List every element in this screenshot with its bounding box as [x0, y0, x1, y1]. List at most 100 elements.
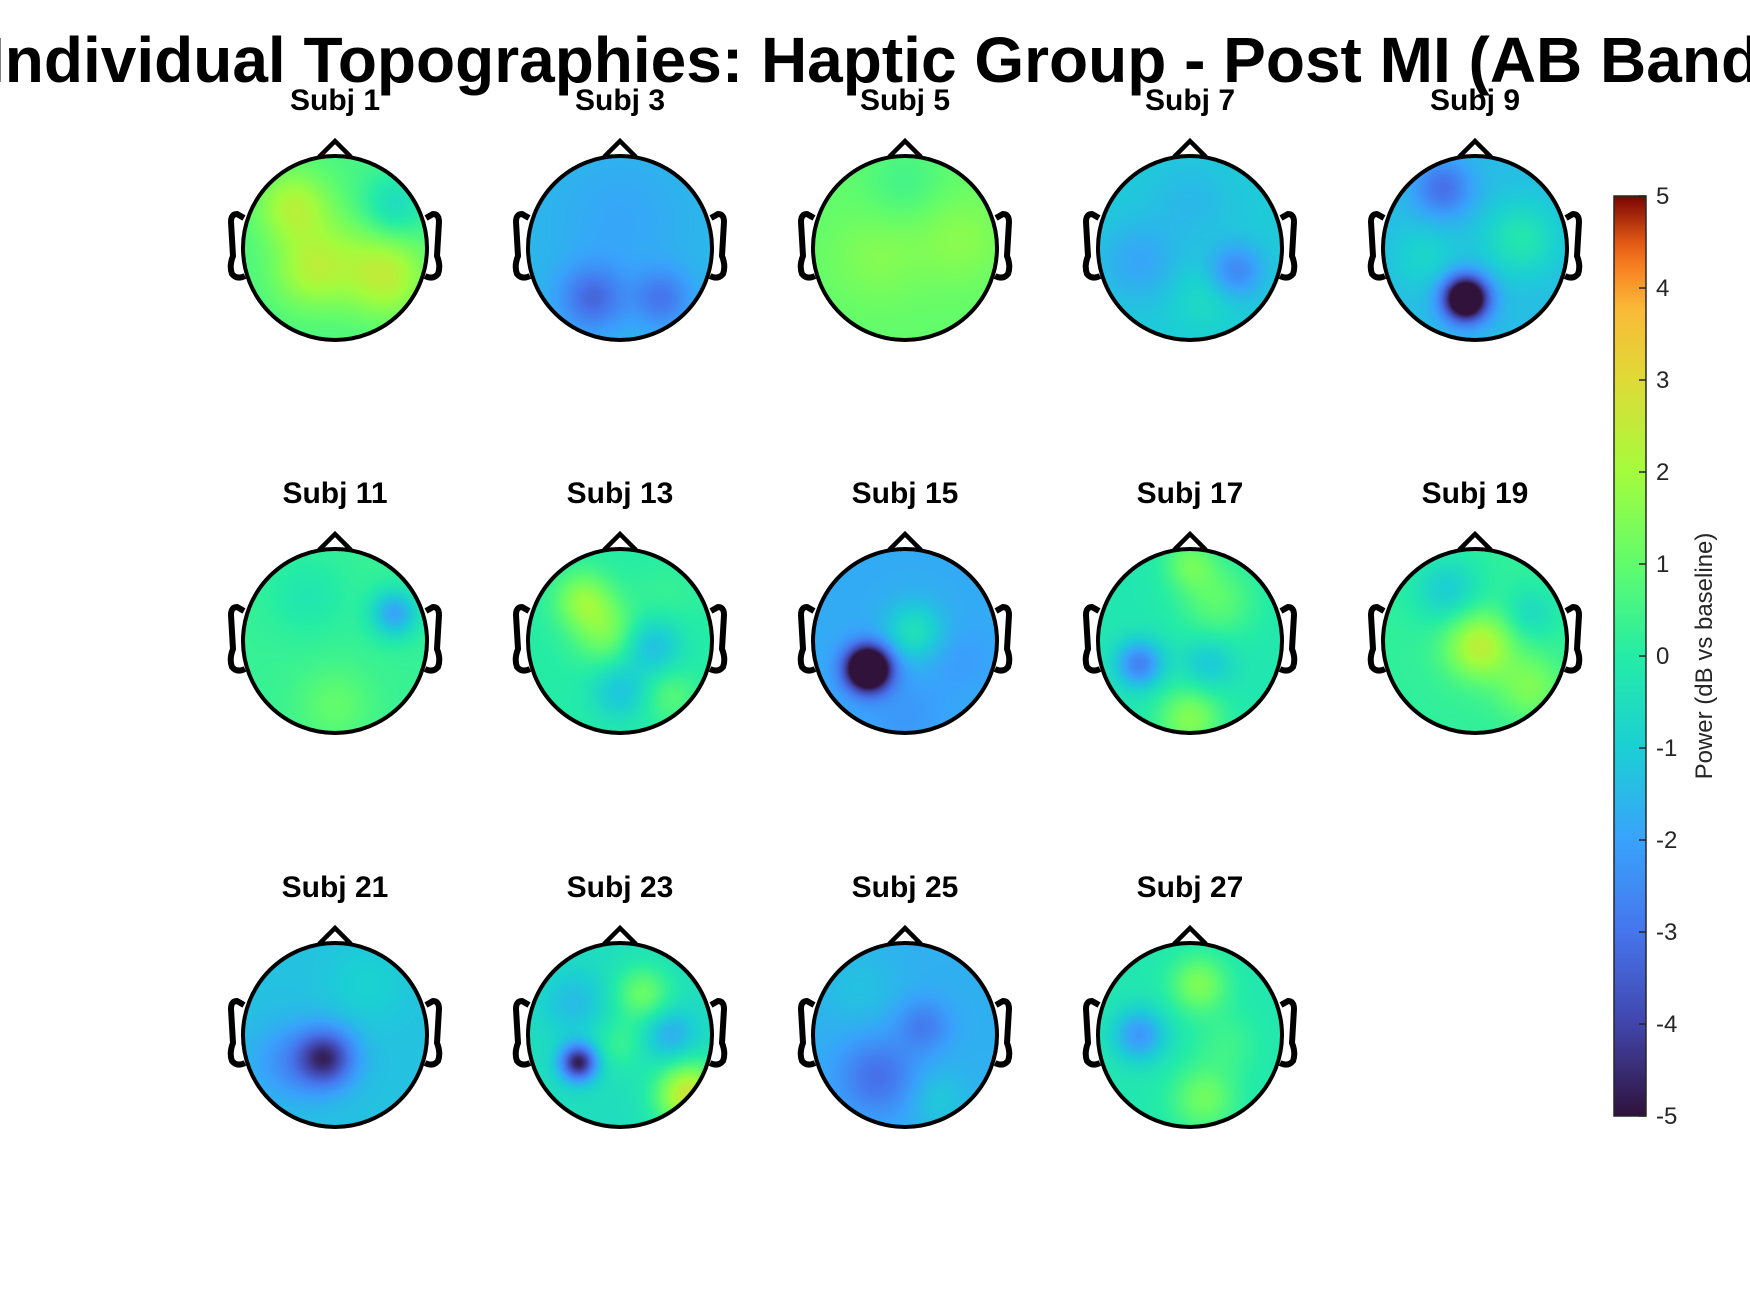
subject-title: Subj 11: [282, 477, 387, 510]
topoplot-subject: Subj 5: [797, 84, 1013, 342]
colorbar-tick-label: 2: [1656, 459, 1669, 486]
head-nose: [317, 137, 353, 159]
head-outline: [241, 941, 429, 1129]
topoplot-subject: Subj 9: [1367, 84, 1583, 342]
subject-title: Subj 17: [1137, 477, 1244, 510]
head-ear-right: [423, 211, 443, 281]
head-outline: [811, 154, 999, 342]
head-outline: [811, 941, 999, 1129]
head-outline: [241, 154, 429, 342]
head-nose: [887, 137, 923, 159]
colorbar: 5 4 3 2 1 0 -1 -2 -3 -4 -5 Power (dB vs baseline): [1613, 183, 1718, 1130]
topography-heatmap: [1098, 943, 1282, 1127]
topography-heatmap: [528, 156, 712, 340]
head-ear-left: [227, 604, 247, 674]
colorbar-tick-label: 3: [1656, 367, 1669, 394]
head-ear-left: [797, 604, 817, 674]
head-ear-right: [993, 211, 1013, 281]
subject-title: Subj 7: [1145, 84, 1235, 117]
head-outline: [1096, 941, 1284, 1129]
topography-heatmap: [813, 156, 997, 340]
head-ear-left: [227, 998, 247, 1068]
head-nose: [1172, 530, 1208, 552]
head-ear-right: [708, 998, 728, 1068]
head-ear-right: [423, 998, 443, 1068]
topography-heatmap: [243, 943, 427, 1127]
topography-heatmap: [1383, 156, 1567, 340]
subject-title: Subj 23: [567, 871, 674, 904]
head-ear-right: [1278, 998, 1298, 1068]
head-outline: [1096, 547, 1284, 735]
topoplot-subject: Subj 27: [1082, 871, 1298, 1129]
colorbar-tick-label: -4: [1656, 1011, 1677, 1038]
head-ear-left: [1082, 211, 1102, 281]
head-outline: [1381, 547, 1569, 735]
topography-heatmap: [813, 549, 997, 733]
colorbar-tick-label: 0: [1656, 643, 1669, 670]
subject-title: Subj 5: [860, 84, 950, 117]
head-ear-right: [708, 211, 728, 281]
topoplot-subject: Subj 1: [227, 84, 443, 342]
topography-heatmap: [528, 943, 712, 1127]
head-nose: [887, 924, 923, 946]
head-ear-right: [423, 604, 443, 674]
topoplot-subject: Subj 13: [512, 477, 728, 735]
head-outline: [241, 547, 429, 735]
subject-title: Subj 15: [852, 477, 959, 510]
head-nose: [602, 137, 638, 159]
head-ear-right: [1563, 604, 1583, 674]
head-ear-right: [1278, 211, 1298, 281]
colorbar-tick-label: 5: [1656, 183, 1669, 210]
head-ear-left: [512, 211, 532, 281]
subject-title: Subj 3: [575, 84, 665, 117]
head-nose: [1457, 530, 1493, 552]
topoplot-subject: Subj 23: [512, 871, 728, 1129]
head-ear-left: [797, 998, 817, 1068]
topoplot-subject: Subj 21: [227, 871, 443, 1129]
colorbar-tick-label: -3: [1656, 919, 1677, 946]
subject-title: Subj 9: [1430, 84, 1520, 117]
head-outline: [526, 154, 714, 342]
head-nose: [317, 530, 353, 552]
head-nose: [887, 530, 923, 552]
head-nose: [1172, 137, 1208, 159]
head-ear-left: [512, 604, 532, 674]
head-nose: [602, 530, 638, 552]
colorbar-tick-label: 4: [1656, 275, 1669, 302]
head-ear-left: [1082, 604, 1102, 674]
colorbar-tick-label: -2: [1656, 827, 1677, 854]
head-outline: [1096, 154, 1284, 342]
colorbar-label: Power (dB vs baseline): [1691, 533, 1718, 780]
head-ear-left: [1367, 211, 1387, 281]
head-nose: [602, 924, 638, 946]
head-ear-right: [1563, 211, 1583, 281]
head-nose: [1172, 924, 1208, 946]
head-outline: [526, 941, 714, 1129]
topoplot-subject: Subj 7: [1082, 84, 1298, 342]
head-ear-right: [993, 998, 1013, 1068]
topoplot-subject: Subj 17: [1082, 477, 1298, 735]
head-ear-left: [797, 211, 817, 281]
topography-heatmap: [1383, 549, 1567, 733]
head-ear-left: [512, 998, 532, 1068]
head-ear-left: [1082, 998, 1102, 1068]
topography-heatmap: [528, 549, 712, 733]
figure-title: Individual Topographies: Haptic Group - …: [0, 24, 1750, 96]
colorbar-tick-label: -5: [1656, 1103, 1677, 1130]
topography-heatmap: [243, 156, 427, 340]
head-outline: [811, 547, 999, 735]
topoplot-subject: Subj 11: [227, 477, 443, 735]
colorbar-tick-label: -1: [1656, 735, 1677, 762]
subject-title: Subj 19: [1422, 477, 1529, 510]
head-outline: [1381, 154, 1569, 342]
head-ear-left: [1367, 604, 1387, 674]
topoplot-subject: Subj 3: [512, 84, 728, 342]
colorbar-tick-label: 1: [1656, 551, 1669, 578]
topography-heatmap: [813, 943, 997, 1127]
subject-title: Subj 27: [1137, 871, 1244, 904]
topography-heatmap: [1098, 156, 1282, 340]
subject-title: Subj 21: [282, 871, 389, 904]
subject-title: Subj 13: [567, 477, 674, 510]
